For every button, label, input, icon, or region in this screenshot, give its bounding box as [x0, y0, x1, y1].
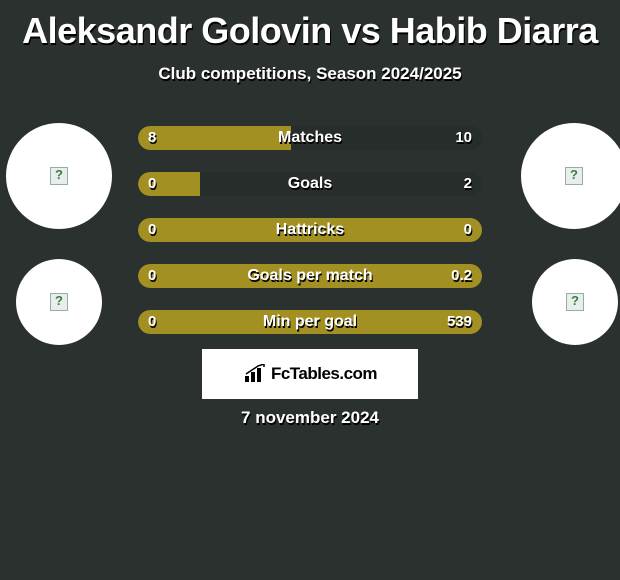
stat-value-right: 10	[455, 126, 472, 150]
stat-row: Matches8 10	[138, 126, 482, 150]
stat-value-left: 0	[148, 310, 156, 334]
stat-value-left: 0	[148, 264, 156, 288]
stat-row: Min per goal0 539	[138, 310, 482, 334]
attribution-text: FcTables.com	[271, 364, 377, 384]
stat-value-right: 0	[464, 218, 472, 242]
stat-label: Min per goal	[138, 310, 482, 334]
club2-avatar	[532, 259, 618, 345]
date-label: 7 november 2024	[0, 408, 620, 428]
stat-row: Goals per match0 0.2	[138, 264, 482, 288]
player2-avatar	[521, 123, 620, 229]
broken-image-icon	[50, 167, 68, 185]
player1-avatar	[6, 123, 112, 229]
stats-chart: Matches810Goals02Hattricks00Goals per ma…	[138, 126, 482, 356]
broken-image-icon	[565, 167, 583, 185]
stat-value-left: 0	[148, 172, 156, 196]
club1-avatar	[16, 259, 102, 345]
stat-value-right: 539	[447, 310, 472, 334]
stat-label: Hattricks	[138, 218, 482, 242]
page-title: Aleksandr Golovin vs Habib Diarra	[0, 0, 620, 52]
stat-label: Goals	[138, 172, 482, 196]
chart-icon	[243, 364, 269, 384]
stat-label: Matches	[138, 126, 482, 150]
stat-value-left: 8	[148, 126, 156, 150]
stat-label: Goals per match	[138, 264, 482, 288]
stat-value-left: 0	[148, 218, 156, 242]
broken-image-icon	[50, 293, 68, 311]
stat-row: Goals0 2	[138, 172, 482, 196]
stat-value-right: 2	[464, 172, 472, 196]
stat-value-right: 0.2	[451, 264, 472, 288]
broken-image-icon	[566, 293, 584, 311]
subtitle: Club competitions, Season 2024/2025	[0, 64, 620, 84]
attribution-badge: FcTables.com	[202, 349, 418, 399]
stat-row: Hattricks0 0	[138, 218, 482, 242]
